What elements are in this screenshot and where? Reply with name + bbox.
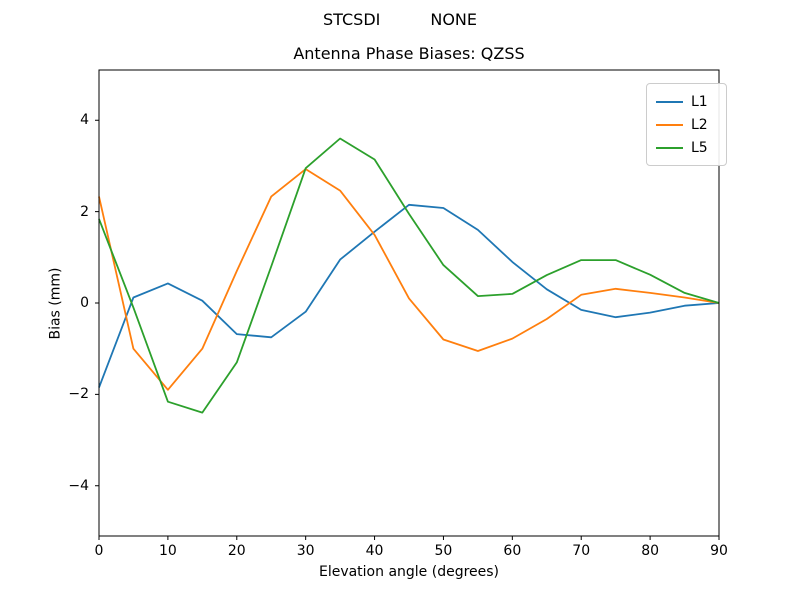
y-tick-label: 2 (80, 203, 89, 220)
legend-item-l1: L1 (656, 90, 718, 113)
x-tick-label: 30 (296, 543, 315, 559)
x-axis-label: Elevation angle (degrees) (318, 564, 500, 580)
x-tick-label: 60 (503, 543, 522, 559)
legend-line-sample-l5 (656, 146, 683, 149)
x-tick-label: 70 (572, 543, 591, 559)
legend-label-l1: L1 (691, 93, 708, 110)
legend-label-l2: L2 (691, 116, 708, 133)
x-tick-label: 40 (365, 543, 384, 559)
y-tick-label: 4 (80, 112, 89, 129)
legend-line-sample-l1 (656, 100, 683, 103)
x-tick-label: 80 (641, 543, 660, 559)
legend-line-sample-l2 (656, 123, 683, 126)
x-tick-label: 50 (434, 543, 453, 559)
legend-label-l5: L5 (691, 139, 708, 156)
y-tick-label: 0 (80, 295, 89, 311)
legend: L1 L2 L5 (646, 83, 727, 166)
suptitle-right-text: NONE (430, 10, 477, 29)
figure-suptitle: STCSDI NONE (0, 9, 800, 30)
x-tick-label: 20 (227, 543, 246, 559)
axes-title: Antenna Phase Biases: QZSS (293, 44, 525, 63)
series-line-l1 (98, 203, 720, 388)
y-axis-label: Bias (mm) (47, 267, 64, 340)
x-tick-label: 10 (158, 543, 177, 559)
series-line-l5 (98, 137, 720, 414)
y-tick-label: −4 (68, 477, 89, 494)
suptitle-left-text: STCSDI (323, 10, 381, 29)
plot-spines (98, 69, 720, 537)
x-tick-label: 90 (710, 543, 728, 559)
x-tick-label: 0 (94, 543, 104, 559)
series-line-l2 (98, 168, 720, 391)
legend-item-l2: L2 (656, 113, 718, 136)
y-tick-label: −2 (68, 386, 89, 403)
legend-item-l5: L5 (656, 136, 718, 159)
